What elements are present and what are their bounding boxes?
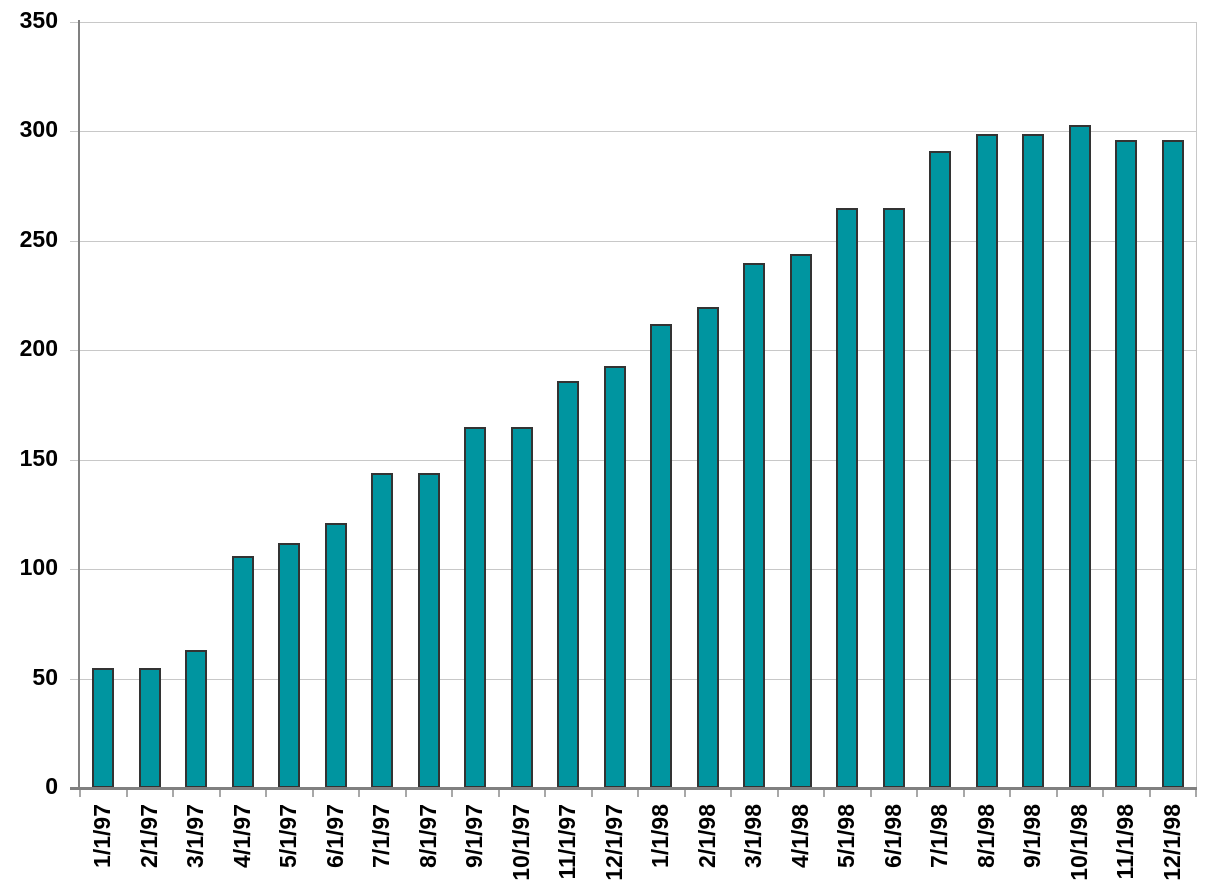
bar-10/1/98 [1068, 125, 1091, 788]
bar-2/1/97 [138, 668, 161, 788]
x-axis-line [70, 787, 1197, 790]
gridline-250 [80, 240, 1196, 242]
x-tick-mark [730, 790, 732, 797]
x-axis-tick-label: 1/1/97 [89, 804, 116, 868]
bar-6/1/97 [324, 523, 347, 788]
bar-7/1/98 [929, 151, 952, 788]
x-axis-tick-label: 4/1/98 [786, 804, 813, 868]
x-tick-mark [683, 790, 686, 797]
y-tick-mark [70, 22, 79, 23]
x-tick-mark [358, 790, 360, 797]
bar-4/1/98 [789, 254, 812, 788]
x-axis-tick-label: 9/1/98 [1019, 804, 1046, 868]
y-axis-tick-label: 300 [19, 116, 58, 143]
x-tick-mark [823, 790, 825, 797]
y-tick-mark [70, 569, 79, 571]
y-tick-mark [70, 131, 79, 133]
x-axis-tick-label: 12/1/97 [600, 804, 627, 881]
x-tick-mark [265, 790, 267, 797]
gridline-300 [80, 131, 1196, 133]
x-axis-tick-label: 10/1/97 [507, 804, 534, 881]
bar-12/1/97 [603, 366, 626, 788]
gridline-50 [80, 678, 1196, 680]
y-tick-mark [70, 459, 79, 461]
x-tick-mark [311, 790, 314, 797]
x-axis-tick-label: 8/1/97 [414, 804, 441, 868]
bar-1/1/98 [650, 324, 673, 788]
x-tick-mark [869, 790, 872, 797]
x-tick-mark [1009, 790, 1011, 797]
bar-12/1/98 [1161, 140, 1184, 788]
x-tick-mark [497, 790, 500, 797]
x-tick-mark [1148, 790, 1151, 797]
x-tick-mark [1195, 790, 1197, 797]
bar-9/1/97 [464, 427, 487, 788]
x-axis-tick-label: 6/1/97 [321, 804, 348, 868]
x-axis-tick-label: 12/1/98 [1158, 804, 1185, 881]
y-axis-tick-label: 0 [45, 773, 58, 799]
bar-3/1/97 [185, 650, 208, 788]
gridline-100 [80, 569, 1196, 571]
y-axis-tick-label: 350 [19, 7, 58, 33]
y-axis-tick-label: 250 [19, 225, 58, 252]
x-tick-mark [544, 790, 546, 797]
y-axis-tick-label: 200 [19, 335, 58, 362]
bar-1/1/97 [92, 668, 115, 788]
bar-11/1/98 [1115, 140, 1138, 788]
x-tick-mark [404, 790, 407, 797]
plot-area [80, 22, 1197, 788]
x-axis-tick-label: 11/1/97 [554, 804, 581, 880]
gridline-350 [80, 22, 1196, 23]
x-tick-mark [172, 790, 174, 797]
bar-8/1/98 [975, 134, 998, 788]
x-axis-tick-label: 6/1/98 [879, 804, 906, 868]
x-axis-tick-label: 7/1/98 [926, 804, 953, 868]
x-axis-tick-label: 7/1/97 [368, 804, 395, 868]
x-axis-tick-label: 2/1/97 [135, 804, 162, 868]
bar-2/1/98 [696, 307, 719, 788]
bar-4/1/97 [231, 556, 254, 788]
x-axis-tick-label: 10/1/98 [1065, 804, 1092, 881]
x-tick-mark [218, 790, 221, 797]
bar-8/1/97 [417, 473, 440, 788]
x-axis-tick-label: 2/1/98 [693, 804, 720, 868]
x-tick-mark [590, 790, 593, 797]
x-axis-tick-label: 1/1/98 [647, 804, 674, 868]
bar-6/1/98 [882, 208, 905, 788]
y-axis-tick-label: 150 [19, 444, 58, 471]
x-tick-mark [916, 790, 918, 797]
bar-11/1/97 [557, 381, 580, 788]
bar-9/1/98 [1022, 134, 1045, 788]
bar-5/1/98 [836, 208, 859, 788]
x-tick-mark [637, 790, 639, 797]
x-tick-mark [776, 790, 779, 797]
x-tick-mark [1102, 790, 1104, 797]
x-axis-tick-label: 5/1/97 [275, 804, 302, 868]
y-axis-line [78, 20, 80, 790]
x-axis-tick-label: 8/1/98 [972, 804, 999, 868]
x-tick-mark [125, 790, 128, 797]
y-tick-mark [70, 678, 79, 680]
x-tick-mark [962, 790, 965, 797]
x-axis-tick-label: 3/1/98 [740, 804, 767, 868]
x-tick-mark [79, 790, 81, 797]
x-tick-mark [451, 790, 453, 797]
y-tick-mark [70, 240, 79, 242]
x-axis-tick-label: 9/1/97 [461, 804, 488, 868]
y-axis-tick-label: 100 [19, 554, 58, 581]
y-axis-tick-label: 50 [32, 663, 58, 690]
x-axis-tick-label: 4/1/97 [228, 804, 255, 868]
bar-3/1/98 [743, 263, 766, 788]
y-tick-mark [70, 350, 79, 352]
gridline-150 [80, 459, 1196, 461]
bar-10/1/97 [510, 427, 533, 788]
gridline-200 [80, 350, 1196, 352]
x-axis-tick-label: 3/1/97 [182, 804, 209, 868]
bar-7/1/97 [371, 473, 394, 788]
x-axis-tick-label: 5/1/98 [833, 804, 860, 868]
bar-5/1/97 [278, 543, 301, 788]
x-tick-mark [1055, 790, 1058, 797]
x-axis-tick-label: 11/1/98 [1112, 804, 1139, 880]
